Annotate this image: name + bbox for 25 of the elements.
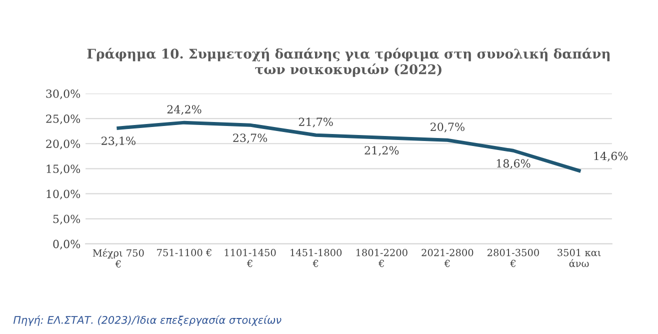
x-tick-label: 1101-1450 € xyxy=(224,248,276,268)
x-tick-label: Μέχρι 750 € xyxy=(92,248,144,268)
x-tick-label: 1801-2200 € xyxy=(356,248,408,268)
data-label: 24,2% xyxy=(167,105,202,115)
x-tick-label: 2801-3500 € xyxy=(488,248,539,268)
x-tick-label: 1451-1800 € xyxy=(290,248,342,268)
y-tick-label: 5,0% xyxy=(53,214,80,225)
data-label: 20,7% xyxy=(430,122,464,132)
y-tick-label: 15,0% xyxy=(46,164,80,174)
data-label: 23,7% xyxy=(233,134,268,144)
x-tick-label: 751-1100 € xyxy=(157,248,212,256)
data-label: 21,7% xyxy=(298,118,333,128)
data-label: 21,2% xyxy=(364,146,399,156)
x-tick-label: 3501 και άνω xyxy=(558,248,601,268)
y-tick-label: 0,0% xyxy=(53,240,80,250)
y-tick-label: 30,0% xyxy=(46,89,80,100)
y-tick-label: 10,0% xyxy=(46,190,80,200)
y-tick-label: 20,0% xyxy=(46,140,80,150)
chart-title: Γράφημα 10. Συμμετοχή δαπάνης για τρόφιμα στη συνολική δαπάνη των νοικοκυριών (2022) xyxy=(87,48,610,77)
data-label: 14,6% xyxy=(594,152,628,162)
data-label: 18,6% xyxy=(496,159,530,169)
x-tick-label: 2021-2800 € xyxy=(422,248,474,268)
y-tick-label: 25,0% xyxy=(46,114,80,124)
data-label: 23,1% xyxy=(102,136,136,146)
text: Πηγή: ΕΛ.ΣΤΑΤ. (2023)/Ίδια επεξεργασία στοιχείων xyxy=(13,315,282,326)
